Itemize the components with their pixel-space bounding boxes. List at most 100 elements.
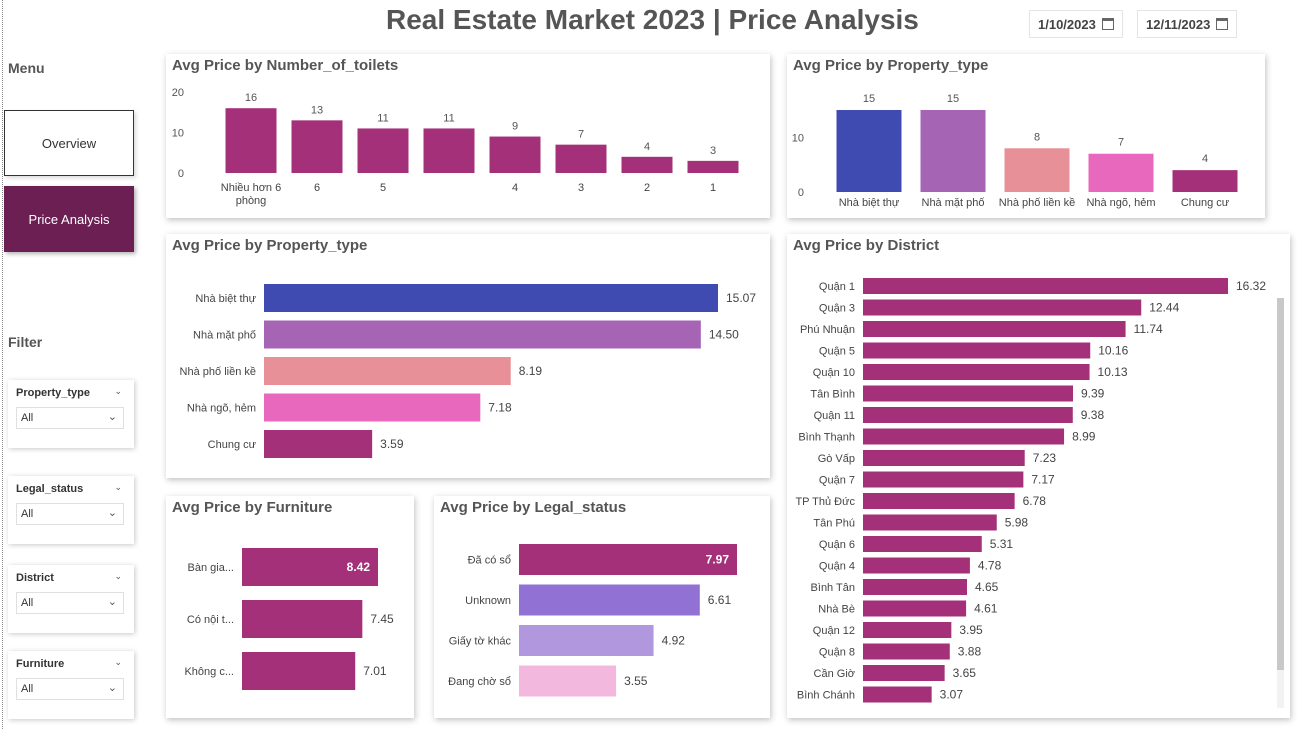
chevron-down-icon[interactable]: ⌄ xyxy=(114,482,122,492)
data-label: 11.74 xyxy=(1134,322,1163,336)
data-label: 6.78 xyxy=(1023,494,1047,508)
bar xyxy=(489,136,541,173)
chart-card-property-type-bars: Avg Price by Property_type Nhà biệt thự 1… xyxy=(166,234,770,478)
data-label: 3.55 xyxy=(624,674,648,688)
data-label: 4.65 xyxy=(975,580,999,594)
bar xyxy=(519,544,737,575)
y-tick-label: 10 xyxy=(792,132,804,144)
data-label: 8 xyxy=(1034,131,1040,143)
bar xyxy=(264,393,481,422)
slicer-property-type: Property_type ⌄ All ⌄ xyxy=(8,380,134,448)
data-label: 9.38 xyxy=(1081,408,1105,422)
date-to-picker[interactable]: 12/11/2023 xyxy=(1137,10,1238,38)
bar xyxy=(863,364,1090,380)
category-label: Quận 4 xyxy=(819,561,855,573)
category-label: Giấy tờ khác xyxy=(449,636,512,648)
bar xyxy=(1088,153,1154,192)
chevron-down-icon[interactable]: ⌄ xyxy=(114,386,122,396)
nav-overview-button[interactable]: Overview xyxy=(4,110,134,176)
chevron-down-icon[interactable]: ⌄ xyxy=(107,682,117,694)
chevron-down-icon[interactable]: ⌄ xyxy=(114,657,122,667)
category-label: Nhà ngõ, hẻm xyxy=(187,403,256,415)
district-dropdown[interactable]: All ⌄ xyxy=(16,592,124,614)
bar xyxy=(863,643,950,660)
bar xyxy=(863,536,982,552)
x-tick-label: 6 xyxy=(314,182,320,194)
legal-status-dropdown[interactable]: All ⌄ xyxy=(16,503,124,525)
data-label: 7 xyxy=(1118,137,1124,149)
category-label: Nhà biệt thự xyxy=(195,293,256,305)
chevron-down-icon[interactable]: ⌄ xyxy=(107,596,117,608)
data-label: 6.61 xyxy=(708,593,732,607)
calendar-icon[interactable] xyxy=(1216,18,1229,30)
calendar-icon[interactable] xyxy=(1101,18,1114,30)
slicer-legal-status: Legal_status ⌄ All ⌄ xyxy=(8,476,134,544)
furniture-dropdown[interactable]: All ⌄ xyxy=(16,678,124,700)
bar xyxy=(291,120,343,173)
bar xyxy=(863,321,1126,337)
category-label: Quận 6 xyxy=(819,539,855,551)
page-left-border xyxy=(2,0,3,729)
legal-status-bar-chart: Đã có sổ 7.97 Unknown 6.61 Giấy tờ khác 4.92 Đ… xyxy=(448,544,737,697)
category-label: Phú Nhuận xyxy=(800,324,855,336)
y-tick-label: 10 xyxy=(172,128,184,140)
bar xyxy=(863,299,1142,316)
bar xyxy=(863,385,1074,402)
data-label: 11 xyxy=(377,112,388,124)
data-label: 15.07 xyxy=(726,291,756,305)
category-label: Đang chờ sổ xyxy=(448,676,511,688)
chevron-down-icon[interactable]: ⌄ xyxy=(114,571,122,581)
chart-card-district: Avg Price by District Quận 1 16.32 Quận 3 1… xyxy=(787,234,1290,718)
data-label: 9.39 xyxy=(1081,387,1105,401)
data-label: 16.32 xyxy=(1236,279,1266,293)
category-label: Nhà phố liền kề xyxy=(180,366,256,378)
menu-label: Menu xyxy=(8,60,45,76)
bar xyxy=(863,407,1073,423)
category-label: Quận 7 xyxy=(819,475,855,487)
slicer-furniture: Furniture ⌄ All ⌄ xyxy=(8,651,134,719)
data-label: 16 xyxy=(245,92,257,104)
dropdown-value: All xyxy=(21,597,34,609)
date-from-picker[interactable]: 1/10/2023 xyxy=(1029,10,1123,38)
data-label: 7.23 xyxy=(1033,451,1057,465)
data-label: 3.65 xyxy=(953,666,977,680)
category-label: Quận 5 xyxy=(819,346,855,358)
y-tick-label: 20 xyxy=(172,87,184,99)
district-scrollbar-thumb[interactable] xyxy=(1277,298,1284,670)
data-label: 5.98 xyxy=(1005,516,1029,530)
bar xyxy=(225,108,277,173)
data-label: 5.31 xyxy=(990,537,1014,551)
nav-price-analysis-button[interactable]: Price Analysis xyxy=(4,186,134,252)
chart-title: Avg Price by District xyxy=(793,237,940,254)
data-label: 4 xyxy=(644,141,650,153)
bar xyxy=(264,357,511,385)
category-label: Quận 1 xyxy=(819,281,855,293)
bar xyxy=(863,514,997,531)
category-label: Tân Bình xyxy=(810,389,855,401)
category-label: Gò Vấp xyxy=(818,453,855,465)
bar xyxy=(264,284,718,312)
date-from-value: 1/10/2023 xyxy=(1038,16,1096,32)
bar xyxy=(242,600,363,638)
bar xyxy=(863,471,1024,488)
x-tick-label: 1 xyxy=(710,182,716,194)
data-label: 4.78 xyxy=(978,559,1002,573)
data-label: 13 xyxy=(311,104,323,116)
data-label: 4.92 xyxy=(662,634,686,648)
chart-card-furniture: Avg Price by Furniture Bàn gia... 8.42 Có … xyxy=(166,496,414,718)
bar xyxy=(519,625,654,656)
bar xyxy=(423,128,475,173)
data-label: 4 xyxy=(1202,153,1208,165)
data-label: 12.44 xyxy=(1149,301,1179,315)
data-label: 11 xyxy=(443,112,454,124)
chevron-down-icon[interactable]: ⌄ xyxy=(107,411,117,423)
category-label: Cần Giờ xyxy=(814,668,855,680)
bar xyxy=(621,156,673,173)
bar xyxy=(264,320,701,349)
date-to-value: 12/11/2023 xyxy=(1146,16,1211,32)
bar xyxy=(1004,148,1070,192)
bar xyxy=(863,686,932,703)
toilets-column-chart: 0 10 20 16 Nhiều hơn 6 phòng 13 6 11 5 11 9 4 7 3 4 2 3 1 xyxy=(172,87,739,207)
property-type-dropdown[interactable]: All ⌄ xyxy=(16,407,124,429)
chevron-down-icon[interactable]: ⌄ xyxy=(107,507,117,519)
